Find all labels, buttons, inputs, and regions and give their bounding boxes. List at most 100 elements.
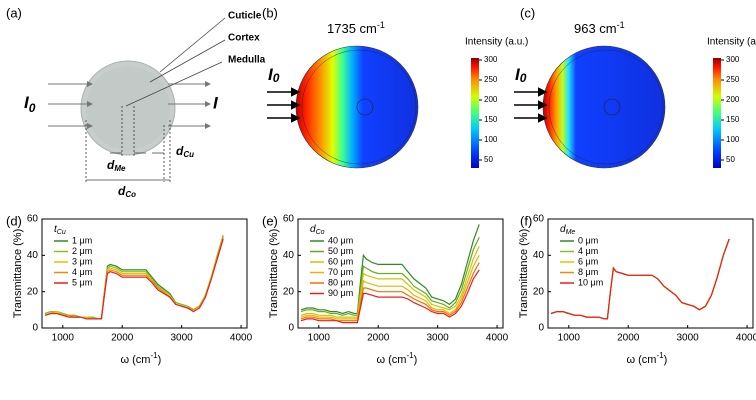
series-line [300, 269, 480, 324]
series-line [300, 246, 480, 318]
legend-label: 70 μm [328, 267, 353, 277]
text: -1 [150, 351, 158, 360]
leader [125, 61, 223, 107]
text: ω (cm [627, 354, 657, 366]
colorbar-tick-label: 150 [726, 115, 740, 124]
legend-label: 8 μm [578, 267, 598, 277]
text: 0 [29, 101, 36, 115]
text: ) [414, 354, 418, 366]
x-tick-label: 1000 [558, 333, 581, 344]
x-tick-label: 3000 [677, 333, 700, 344]
legend-label: 10 μm [578, 277, 603, 287]
text: Co [125, 190, 136, 199]
legend-title: dMe [560, 224, 575, 236]
colorbar-tick-label: 50 [726, 155, 735, 164]
legend-label: 1 μm [72, 235, 92, 245]
colorbar [713, 58, 721, 168]
panel-label: (c) [520, 5, 535, 20]
x-axis-label: ω (cm-1) [627, 351, 668, 366]
x-tick-label: 2000 [367, 333, 390, 344]
legend-label: 0 μm [578, 235, 598, 245]
medulla-outline [356, 98, 374, 116]
medulla-label: Medulla [228, 55, 266, 66]
y-tick-label: 0 [32, 323, 38, 334]
text: d [176, 144, 184, 158]
y-tick-label: 20 [283, 286, 295, 297]
hair-cortex [86, 66, 170, 150]
legend-label: 5 μm [72, 277, 92, 287]
y-tick-label: 40 [533, 250, 545, 261]
x-tick-label: 4000 [736, 333, 756, 344]
colorbar-tick-label: 250 [484, 75, 498, 84]
x-tick-label: 1000 [52, 333, 75, 344]
y-tick-label: 40 [27, 250, 39, 261]
legend-label: 4 μm [72, 267, 92, 277]
text: ω (cm [121, 354, 151, 366]
colorbar-label: Intensity (a.u.) [465, 37, 528, 48]
legend-label: 3 μm [72, 256, 92, 266]
y-axis-label: Transmittance (%) [268, 229, 280, 318]
cortex-outline [548, 49, 664, 165]
colorbar-tick-label: 150 [484, 115, 498, 124]
colorbar-tick-label: 100 [484, 135, 498, 144]
legend-label: 50 μm [328, 246, 353, 256]
text: I [268, 65, 274, 84]
incident-label: I0 [24, 93, 36, 115]
y-axis-label: Transmittance (%) [12, 229, 24, 318]
colorbar [471, 58, 479, 168]
colorbar-label: Intensity (a.u.) [707, 37, 756, 48]
text: -1 [656, 351, 664, 360]
incident-label: I0 [268, 65, 280, 85]
colorbar-tick-label: 200 [726, 95, 740, 104]
text: ) [664, 354, 668, 366]
x-tick-label: 3000 [171, 333, 194, 344]
heatmap-title: 963 cm-1 [574, 20, 625, 36]
text: 963 cm [574, 21, 617, 36]
legend-label: 80 μm [328, 277, 353, 287]
panel-label: (f) [520, 213, 532, 228]
text: -1 [617, 20, 625, 30]
legend-label: 60 μm [328, 256, 353, 266]
text: ) [158, 354, 162, 366]
text: Me [566, 229, 576, 236]
legend-title: tCu [54, 224, 66, 236]
y-tick-label: 60 [533, 214, 545, 225]
text: Me [114, 164, 126, 173]
leader [149, 39, 226, 83]
panel-label: (d) [6, 213, 22, 228]
legend-label: 4 μm [578, 246, 598, 256]
text: -1 [406, 351, 414, 360]
d-me-label: dMe [107, 158, 126, 173]
y-tick-label: 20 [533, 286, 545, 297]
series-line [300, 236, 480, 316]
y-tick-label: 40 [283, 250, 295, 261]
diagram: (a) I0 I Cuticle Cortex Medulla dMe dCu … [6, 5, 266, 199]
text: d [560, 224, 566, 235]
colorbar-tick-label: 200 [484, 95, 498, 104]
colorbar-tick-label: 250 [726, 75, 740, 84]
text: d [310, 224, 316, 235]
text: 1735 cm [327, 21, 377, 36]
x-tick-label: 1000 [308, 333, 331, 344]
y-tick-label: 0 [538, 323, 544, 334]
text: ω (cm [377, 354, 407, 366]
text: Co [316, 229, 325, 236]
leader [159, 17, 226, 73]
legend-label: 90 μm [328, 288, 353, 298]
x-axis-label: ω (cm-1) [377, 351, 418, 366]
y-tick-label: 60 [27, 214, 39, 225]
panel-label: (e) [262, 213, 278, 228]
text: Cu [183, 150, 194, 159]
legend-label: 2 μm [72, 246, 92, 256]
y-axis-label: Transmittance (%) [518, 229, 530, 318]
panel-label: (b) [262, 5, 278, 20]
plot-frame [297, 218, 504, 329]
heatmap-title: 1735 cm-1 [327, 20, 385, 36]
series-line [550, 238, 730, 320]
text: I [24, 93, 30, 112]
series-line [300, 224, 480, 315]
text: -1 [377, 20, 385, 30]
series-line [300, 255, 480, 320]
x-tick-label: 2000 [111, 333, 134, 344]
x-tick-label: 2000 [617, 333, 640, 344]
